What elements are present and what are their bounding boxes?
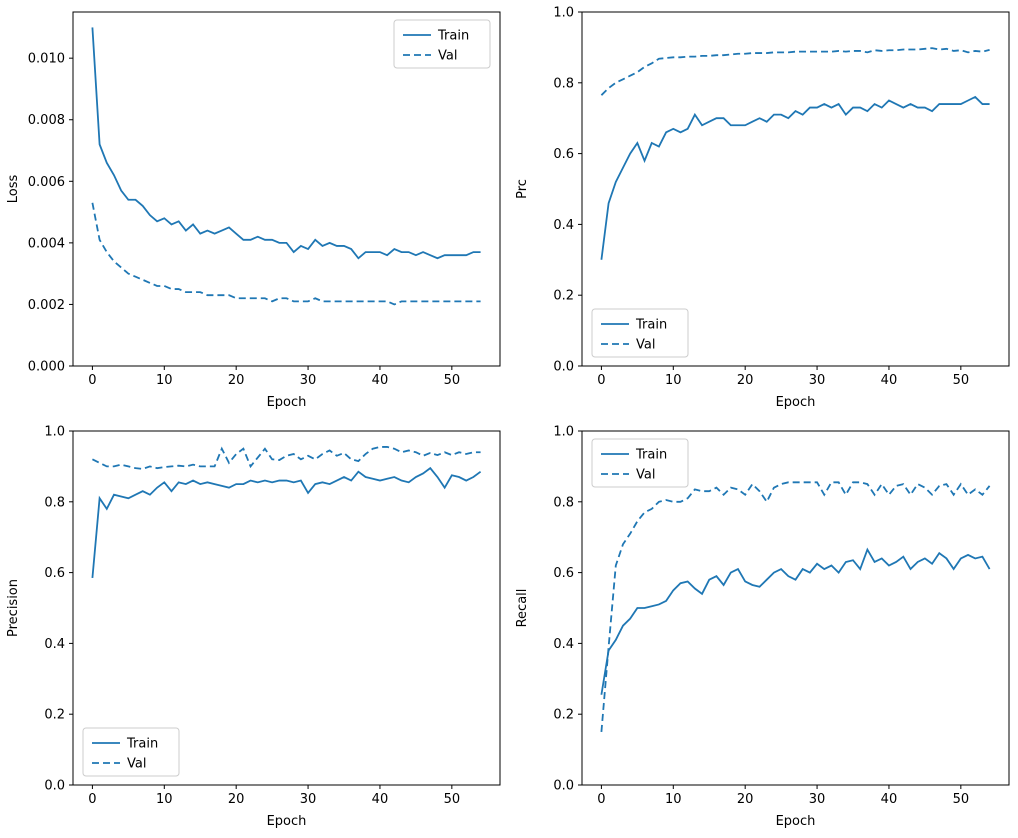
- x-tick-label: 30: [300, 792, 317, 807]
- val-series-line: [92, 446, 481, 470]
- x-tick-label: 40: [881, 792, 898, 807]
- y-tick-label: 1.0: [44, 425, 65, 440]
- x-tick-label: 40: [372, 792, 389, 807]
- recall-plot: 0 10 20 30 40 50 0.0 0.2 0.4 0.6 0.8 1.0 Epoch Recall…: [509, 419, 1018, 838]
- y-axis-label: Recall: [515, 589, 530, 628]
- y-tick-label: 0.2: [553, 708, 574, 723]
- axes-frame: [72, 430, 501, 786]
- x-tick-label: 20: [737, 792, 754, 807]
- x-tick-label: 0: [597, 373, 605, 388]
- x-tick-label: 50: [953, 792, 970, 807]
- axes-frame: [72, 11, 501, 367]
- x-axis-label: Epoch: [267, 814, 307, 829]
- x-tick-label: 10: [665, 373, 682, 388]
- x-tick-label: 30: [809, 373, 826, 388]
- legend-label: Val: [127, 757, 146, 772]
- x-tick-label: 0: [597, 792, 605, 807]
- x-tick-label: 50: [953, 373, 970, 388]
- y-tick-label: 0.002: [28, 298, 65, 313]
- recall-chart: 0 10 20 30 40 50 0.0 0.2 0.4 0.6 0.8 1.0 Epoch Recall…: [509, 419, 1018, 838]
- train-series-line: [91, 27, 481, 260]
- y-axis-label: Prc: [515, 179, 530, 199]
- y-tick-label: 0.006: [28, 175, 65, 190]
- y-tick-label: 0.0: [553, 779, 574, 794]
- legend-label: Train: [635, 448, 667, 463]
- y-tick-label: 1.0: [553, 425, 574, 440]
- train-series-line: [600, 95, 990, 260]
- y-tick-label: 0.4: [553, 218, 574, 233]
- legend: Train Val: [591, 438, 689, 488]
- x-tick-label: 20: [228, 792, 245, 807]
- legend-label: Train: [126, 737, 158, 752]
- y-tick-label: 0.008: [28, 113, 65, 128]
- train-series-line: [91, 466, 482, 578]
- x-tick-label: 10: [156, 373, 173, 388]
- x-tick-label: 50: [444, 373, 461, 388]
- y-tick-label: 0.6: [553, 147, 574, 162]
- y-tick-label: 0.000: [28, 360, 65, 375]
- precision-chart: 0 10 20 30 40 50 0.0 0.2 0.4 0.6 0.8 1.0 Epoch Precis…: [0, 419, 509, 838]
- x-axis-label: Epoch: [776, 395, 816, 410]
- legend-label: Val: [636, 338, 655, 353]
- y-tick-label: 1.0: [553, 6, 574, 21]
- precision-plot: 0 10 20 30 40 50 0.0 0.2 0.4 0.6 0.8 1.0 Epoch Precis…: [0, 419, 509, 838]
- val-series-line: [600, 47, 990, 96]
- x-tick-label: 40: [372, 373, 389, 388]
- legend-label: Val: [438, 49, 457, 64]
- y-tick-label: 0.4: [553, 637, 574, 652]
- x-tick-label: 30: [300, 373, 317, 388]
- legend: Train Val: [82, 727, 180, 777]
- train-series-line: [600, 547, 991, 695]
- x-tick-label: 0: [88, 792, 96, 807]
- prc-chart: 0 10 20 30 40 50 0.0 0.2 0.4 0.6 0.8 1.0 Epoch Prc Tra…: [509, 0, 1018, 419]
- x-tick-label: 20: [228, 373, 245, 388]
- y-axis-label: Precision: [6, 579, 21, 637]
- y-tick-label: 0.010: [28, 52, 65, 67]
- y-tick-label: 0.4: [44, 637, 65, 652]
- x-tick-label: 40: [881, 373, 898, 388]
- axes-frame: [581, 430, 1010, 786]
- x-tick-label: 0: [88, 373, 96, 388]
- y-tick-label: 0.8: [553, 495, 574, 510]
- loss-chart: 0 10 20 30 40 50 0.000 0.002 0.004 0.006 0.008 0.01…: [0, 0, 509, 419]
- x-tick-label: 10: [156, 792, 173, 807]
- prc-plot: 0 10 20 30 40 50 0.0 0.2 0.4 0.6 0.8 1.0 Epoch Prc Tra…: [509, 0, 1018, 419]
- val-series-line: [91, 202, 481, 306]
- loss-plot: 0 10 20 30 40 50 0.000 0.002 0.004 0.006 0.008 0.01…: [0, 0, 509, 419]
- legend-label: Val: [636, 468, 655, 483]
- y-tick-label: 0.8: [553, 76, 574, 91]
- x-axis-label: Epoch: [267, 395, 307, 410]
- legend-label: Train: [437, 29, 469, 44]
- x-axis-label: Epoch: [776, 814, 816, 829]
- axes-frame: [581, 11, 1010, 367]
- x-tick-label: 30: [809, 792, 826, 807]
- legend-label: Train: [635, 318, 667, 333]
- y-tick-label: 0.6: [553, 566, 574, 581]
- y-axis-label: Loss: [6, 175, 21, 204]
- legend: Train Val: [393, 19, 491, 69]
- y-tick-label: 0.6: [44, 566, 65, 581]
- y-tick-label: 0.0: [553, 360, 574, 375]
- y-tick-label: 0.2: [553, 289, 574, 304]
- y-tick-label: 0.0: [44, 779, 65, 794]
- x-tick-label: 50: [444, 792, 461, 807]
- y-tick-label: 0.8: [44, 495, 65, 510]
- y-tick-label: 0.2: [44, 708, 65, 723]
- y-tick-label: 0.004: [28, 236, 65, 251]
- val-series-line: [600, 481, 991, 732]
- x-tick-label: 10: [665, 792, 682, 807]
- legend: Train Val: [591, 308, 689, 358]
- x-tick-label: 20: [737, 373, 754, 388]
